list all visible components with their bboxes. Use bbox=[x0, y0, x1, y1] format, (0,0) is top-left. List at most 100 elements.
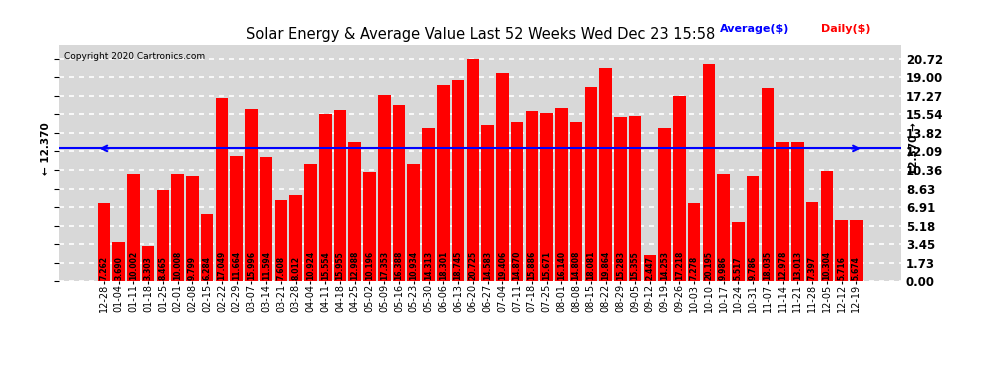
Bar bbox=[776, 142, 789, 281]
Bar bbox=[423, 128, 435, 281]
Bar bbox=[673, 96, 686, 281]
Bar bbox=[584, 87, 597, 281]
Text: 3.690: 3.690 bbox=[114, 256, 123, 280]
Text: 18.035: 18.035 bbox=[763, 251, 772, 280]
Text: 10.934: 10.934 bbox=[409, 251, 418, 280]
Bar bbox=[836, 220, 847, 281]
Bar bbox=[466, 59, 479, 281]
Text: 17.049: 17.049 bbox=[218, 251, 227, 280]
Bar bbox=[481, 124, 494, 281]
Bar bbox=[629, 116, 642, 281]
Bar bbox=[599, 68, 612, 281]
Text: 10.304: 10.304 bbox=[823, 251, 832, 280]
Title: Solar Energy & Average Value Last 52 Weeks Wed Dec 23 15:58: Solar Energy & Average Value Last 52 Wee… bbox=[246, 27, 715, 42]
Bar bbox=[186, 176, 199, 281]
Bar bbox=[526, 111, 538, 281]
Text: 11.664: 11.664 bbox=[233, 251, 242, 280]
Bar bbox=[304, 164, 317, 281]
Bar bbox=[260, 157, 272, 281]
Text: 10.196: 10.196 bbox=[365, 251, 374, 280]
Text: 12.978: 12.978 bbox=[778, 250, 787, 280]
Bar bbox=[319, 114, 332, 281]
Text: Average($): Average($) bbox=[720, 24, 789, 34]
Bar bbox=[658, 128, 671, 281]
Bar bbox=[378, 95, 390, 281]
Text: 15.671: 15.671 bbox=[543, 251, 551, 280]
Text: 7.278: 7.278 bbox=[690, 255, 699, 280]
Text: 14.253: 14.253 bbox=[660, 251, 669, 280]
Bar bbox=[334, 110, 346, 281]
Text: 5.674: 5.674 bbox=[851, 256, 861, 280]
Text: 14.870: 14.870 bbox=[513, 250, 522, 280]
Text: 15.996: 15.996 bbox=[247, 251, 256, 280]
Bar bbox=[791, 141, 804, 281]
Text: 16.388: 16.388 bbox=[394, 250, 404, 280]
Bar bbox=[718, 174, 730, 281]
Bar bbox=[614, 117, 627, 281]
Bar bbox=[289, 195, 302, 281]
Bar bbox=[98, 203, 110, 281]
Bar bbox=[732, 222, 744, 281]
Text: 12.988: 12.988 bbox=[350, 250, 359, 280]
Text: 7.397: 7.397 bbox=[808, 255, 817, 280]
Bar bbox=[541, 113, 552, 281]
Bar bbox=[570, 122, 582, 281]
Bar bbox=[171, 174, 184, 281]
Text: 10.924: 10.924 bbox=[306, 251, 315, 280]
Bar bbox=[231, 156, 243, 281]
Text: 14.583: 14.583 bbox=[483, 251, 492, 280]
Bar bbox=[156, 190, 169, 281]
Bar bbox=[555, 108, 567, 281]
Text: 11.594: 11.594 bbox=[261, 251, 270, 280]
Text: 20.195: 20.195 bbox=[704, 251, 714, 280]
Bar bbox=[761, 88, 774, 281]
Text: 17.218: 17.218 bbox=[675, 250, 684, 280]
Bar bbox=[408, 164, 420, 281]
Text: 12.370 →: 12.370 → bbox=[910, 122, 920, 175]
Bar bbox=[246, 110, 257, 281]
Bar bbox=[746, 176, 759, 281]
Text: 16.140: 16.140 bbox=[556, 251, 566, 280]
Bar bbox=[113, 242, 125, 281]
Bar bbox=[437, 85, 449, 281]
Text: 17.353: 17.353 bbox=[380, 251, 389, 280]
Bar bbox=[216, 98, 229, 281]
Bar bbox=[142, 246, 154, 281]
Bar bbox=[127, 174, 140, 281]
Bar bbox=[644, 255, 656, 281]
Bar bbox=[274, 200, 287, 281]
Text: 10.008: 10.008 bbox=[173, 251, 182, 280]
Text: 14.808: 14.808 bbox=[571, 250, 580, 280]
Text: 3.303: 3.303 bbox=[144, 256, 152, 280]
Bar bbox=[496, 73, 509, 281]
Text: 9.799: 9.799 bbox=[188, 256, 197, 280]
Text: 9.786: 9.786 bbox=[748, 255, 757, 280]
Text: 20.725: 20.725 bbox=[468, 251, 477, 280]
Text: 19.864: 19.864 bbox=[601, 251, 610, 280]
Bar bbox=[393, 105, 405, 281]
Text: 13.013: 13.013 bbox=[793, 251, 802, 280]
Text: 18.081: 18.081 bbox=[586, 250, 595, 280]
Bar bbox=[850, 220, 862, 281]
Text: 15.554: 15.554 bbox=[321, 251, 330, 280]
Text: 15.886: 15.886 bbox=[528, 251, 537, 280]
Text: 6.284: 6.284 bbox=[203, 256, 212, 280]
Bar bbox=[451, 80, 464, 281]
Text: 18.301: 18.301 bbox=[439, 251, 447, 280]
Text: 8.012: 8.012 bbox=[291, 256, 300, 280]
Bar bbox=[806, 202, 819, 281]
Bar bbox=[201, 214, 214, 281]
Text: 10.002: 10.002 bbox=[129, 251, 138, 280]
Bar bbox=[348, 142, 361, 281]
Text: 18.745: 18.745 bbox=[453, 251, 462, 280]
Text: 15.355: 15.355 bbox=[631, 251, 640, 280]
Text: 7.262: 7.262 bbox=[99, 256, 109, 280]
Text: Daily($): Daily($) bbox=[821, 24, 870, 34]
Text: 7.608: 7.608 bbox=[276, 255, 285, 280]
Bar bbox=[821, 171, 834, 281]
Text: 8.465: 8.465 bbox=[158, 256, 167, 280]
Bar bbox=[363, 172, 376, 281]
Text: 5.716: 5.716 bbox=[838, 256, 846, 280]
Text: 15.955: 15.955 bbox=[336, 251, 345, 280]
Text: 14.313: 14.313 bbox=[424, 251, 433, 280]
